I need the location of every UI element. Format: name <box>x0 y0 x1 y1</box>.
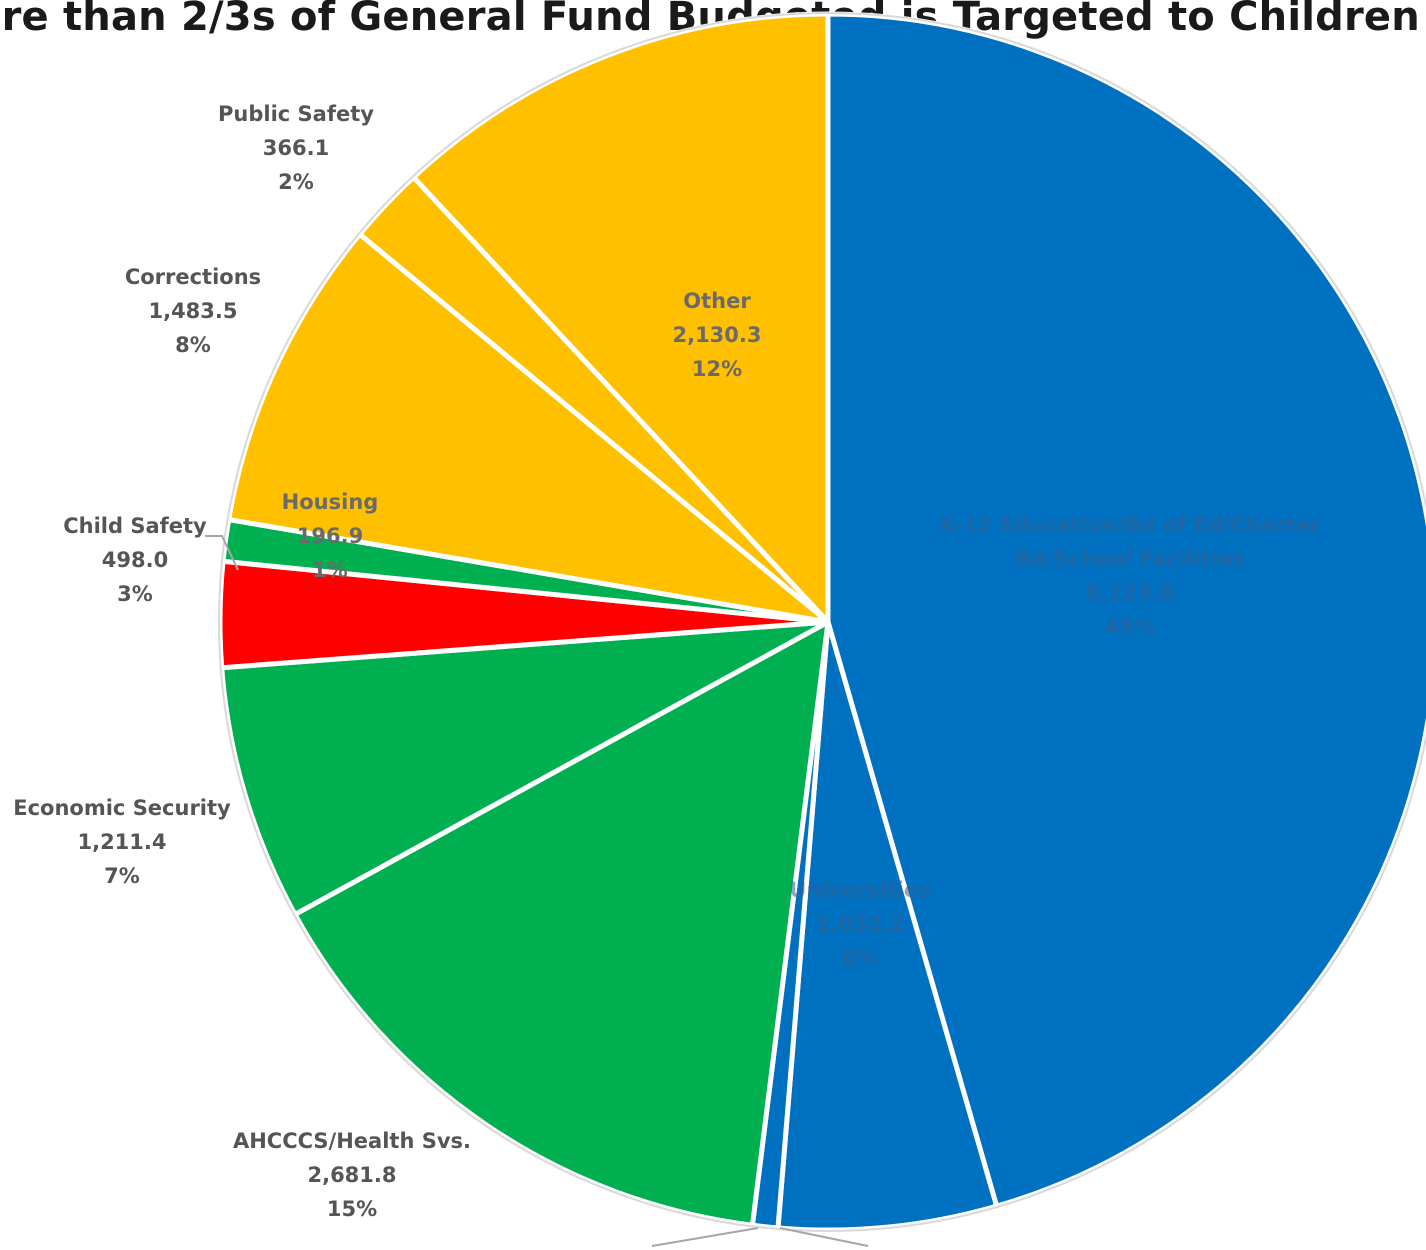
label-economic-security: Economic Security 1,211.4 7% <box>13 796 231 888</box>
pie-outline <box>218 12 1426 1232</box>
label-k-12-education-bd-of-ed-charter-bd-school-facilities: K-12 Education/Bd of Ed/Charter Bd/School… <box>940 513 1321 639</box>
pie-slice-ahcccs-health-svs <box>292 619 831 1228</box>
pie-slice-other <box>411 11 831 625</box>
label-child-safety-percent: 3% <box>117 582 153 606</box>
label-other-name: Other <box>683 289 751 313</box>
label-economic-security-percent: 7% <box>104 864 140 888</box>
pie-slice-k-12-education-bd-of-ed-charter-bd-school-facilities <box>825 11 1426 1209</box>
label-public-safety-name: Public Safety <box>218 102 374 126</box>
slice-labels: K-12 Education/Bd of Ed/Charter Bd/School… <box>13 102 1321 1221</box>
label-public-safety-value: 366.1 <box>263 136 329 160</box>
label-universities: Universities 1,032.2 6% <box>789 878 930 970</box>
label-housing-percent: 1% <box>312 558 348 582</box>
pie-slices <box>217 11 1426 1233</box>
label-k-12-education-bd-of-ed-charter-bd-school-facilities-percent: 45% <box>1105 615 1155 639</box>
label-k-12-education-bd-of-ed-charter-bd-school-facilities-name: Bd/School Facilities <box>1015 547 1245 571</box>
label-k-12-education-bd-of-ed-charter-bd-school-facilities-value: 8,123.8 <box>1085 581 1174 605</box>
label-other-value: 2,130.3 <box>672 323 761 347</box>
label-universities-name: Universities <box>789 878 930 902</box>
label-k-12-education-bd-of-ed-charter-bd-school-facilities-name: K-12 Education/Bd of Ed/Charter <box>940 513 1321 537</box>
label-other-percent: 12% <box>692 357 742 381</box>
child-safety-leader <box>205 535 239 571</box>
label-corrections-name: Corrections <box>125 265 261 289</box>
label-corrections-value: 1,483.5 <box>148 299 237 323</box>
label-public-safety-percent: 2% <box>278 170 314 194</box>
label-corrections: Corrections 1,483.5 8% <box>125 265 261 357</box>
label-ahcccs-health-svs-name: AHCCCS/Health Svs. <box>233 1129 471 1153</box>
label-housing-value: 196.9 <box>297 524 363 548</box>
label-child-safety: Child Safety 498.0 3% <box>63 514 207 606</box>
pie-slice-economic-security <box>219 619 831 917</box>
label-economic-security-value: 1,211.4 <box>77 830 166 854</box>
label-economic-security-name: Economic Security <box>13 796 231 820</box>
bottom-leader-left <box>651 1227 759 1247</box>
label-housing: Housing 196.9 1% <box>282 490 379 582</box>
label-child-safety-name: Child Safety <box>63 514 207 538</box>
bottom-leader-right <box>779 1227 869 1247</box>
label-ahcccs-health-svs-value: 2,681.8 <box>307 1163 396 1187</box>
label-child-safety-value: 498.0 <box>102 548 168 572</box>
label-public-safety: Public Safety 366.1 2% <box>218 102 374 194</box>
pie-slice-corrections <box>226 231 831 625</box>
label-other: Other 2,130.3 12% <box>672 289 761 381</box>
label-ahcccs-health-svs: AHCCCS/Health Svs. 2,681.8 15% <box>233 1129 471 1221</box>
label-universities-value: 1,032.2 <box>815 912 904 936</box>
leader-lines <box>205 535 869 1247</box>
label-ahcccs-health-svs-percent: 15% <box>327 1197 377 1221</box>
pie-slice-universities <box>775 619 1000 1233</box>
label-universities-percent: 6% <box>842 946 878 970</box>
label-corrections-percent: 8% <box>175 333 211 357</box>
label-housing-name: Housing <box>282 490 379 514</box>
